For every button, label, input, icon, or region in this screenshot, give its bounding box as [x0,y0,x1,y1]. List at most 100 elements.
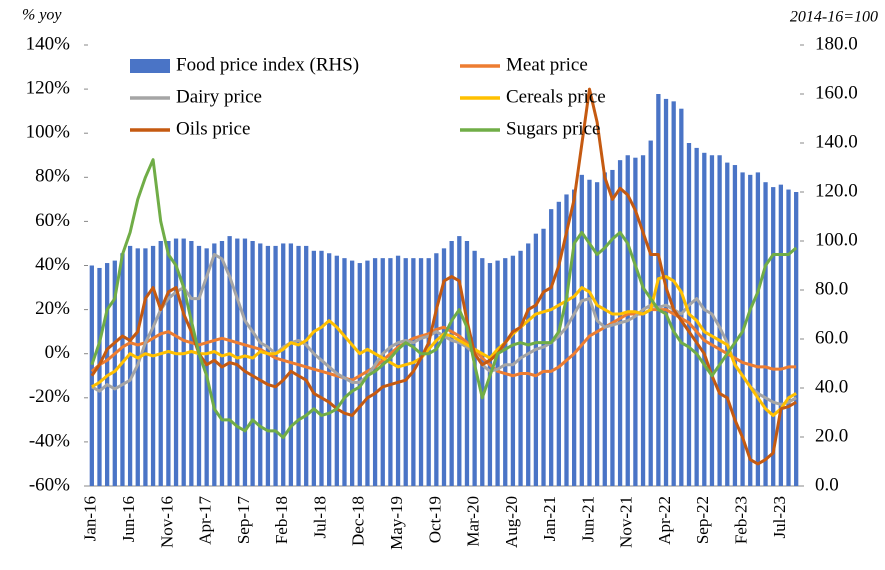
bar [633,157,638,486]
bar [235,238,240,486]
line [90,158,798,439]
bar [189,241,194,486]
bar [434,253,439,486]
bar [441,248,447,486]
x-tick-label: Apr-17 [196,496,215,545]
y2-tick-label: 60.0 [815,327,848,348]
bar [610,169,615,486]
bar [709,155,715,486]
legend-label: Sugars price [506,118,600,139]
legend-label: Food price index (RHS) [176,54,359,75]
x-tick-label: Feb-18 [272,496,291,544]
y2-tick-label: 40.0 [815,376,848,397]
x-tick-label: Sep-17 [234,496,253,545]
y2-tick-label: 160.0 [815,82,858,103]
bar [426,258,431,486]
y-axis-label: % yoy [22,7,62,24]
bar [181,238,186,486]
bar [212,243,217,486]
bar [166,241,171,486]
bar [281,243,286,486]
bar [518,250,523,486]
bar [533,233,539,486]
x-tick-label: Nov-21 [617,496,636,548]
y2-tick-label: 80.0 [815,278,848,299]
bar [457,236,462,486]
bar [97,267,102,486]
legend-label: Cereals price [506,86,606,107]
y-tick-label: -20% [29,386,70,407]
bar [89,265,94,486]
x-tick-label: Feb-23 [731,496,750,544]
bar [265,245,271,486]
bar [602,172,607,486]
bar [587,179,592,486]
x-tick-label: Jun-21 [578,496,597,542]
bar [219,241,225,486]
y2-tick-label: 0.0 [815,474,839,495]
bar [510,255,516,486]
y2-tick-label: 100.0 [815,229,858,250]
bar [725,162,730,486]
y2-tick-label: 20.0 [815,425,848,446]
x-tick-label: Jul-18 [310,496,329,539]
bar [679,108,684,486]
bar [648,140,653,487]
legend-label: Meat price [506,54,588,75]
bar [717,155,722,486]
x-tick-label: Nov-16 [157,496,176,548]
bar [112,260,117,486]
bar [656,94,661,486]
x-tick-label: Jun-16 [119,496,138,542]
bar [143,248,148,486]
y-tick-label: 40% [35,254,70,275]
y2-tick-label: 120.0 [815,180,858,201]
bar [564,194,569,486]
bar [640,155,646,486]
x-tick-label: Sep-22 [693,496,712,544]
bar [418,258,424,486]
bar [794,192,799,486]
bar [319,250,324,486]
bar [120,253,125,486]
bar [663,98,669,487]
x-tick-label: Oct-19 [425,496,444,543]
bar [755,172,761,486]
bar [556,201,561,487]
legend-label: Oils price [176,118,250,139]
bar [579,174,584,486]
bar [526,243,531,486]
bar [250,241,255,486]
y2-tick-label: 180.0 [815,33,858,54]
bar [572,189,577,487]
bar [158,241,163,486]
y-tick-label: 100% [26,122,71,143]
bar [541,228,546,486]
bar [771,187,776,486]
bar [380,258,385,486]
bar [204,248,209,486]
bar [349,260,355,486]
bar [732,165,738,487]
x-tick-label: Jul-23 [770,496,789,539]
y-tick-label: -60% [29,474,70,495]
x-tick-label: Jan-21 [540,496,559,541]
x-tick-label: Mar-20 [464,496,483,547]
bar [150,245,156,486]
y-tick-label: 0% [45,342,71,363]
bar [464,241,470,486]
y-tick-label: -40% [29,430,70,451]
bar [594,182,600,486]
y-tick-label: 120% [26,77,71,98]
line [90,87,797,466]
x-tick-label: May-19 [387,496,406,550]
x-tick-label: Jan-16 [81,496,100,541]
bar [786,189,791,487]
y-tick-label: 140% [26,33,71,54]
bar [288,243,294,486]
legend-label: Dairy price [176,86,262,107]
bar [702,152,707,487]
x-tick-label: Apr-22 [655,496,674,545]
bar [778,184,784,486]
